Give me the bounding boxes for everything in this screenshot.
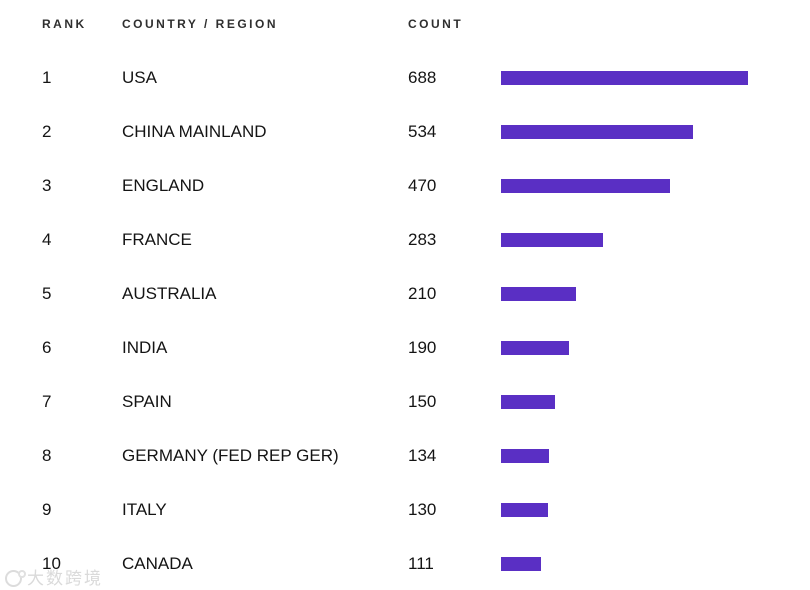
count-bar bbox=[501, 179, 670, 193]
count-value: 470 bbox=[408, 176, 437, 195]
table-row: 6 INDIA 190 bbox=[0, 321, 810, 375]
header-country-region: COUNTRY / REGION bbox=[122, 17, 279, 31]
bar-track bbox=[501, 179, 810, 193]
bar-track bbox=[501, 341, 810, 355]
count-value: 134 bbox=[408, 446, 437, 465]
rank-value: 8 bbox=[42, 446, 52, 465]
table-row: 7 SPAIN 150 bbox=[0, 375, 810, 429]
table-row: 4 FRANCE 283 bbox=[0, 213, 810, 267]
table-row: 1 USA 688 bbox=[0, 51, 810, 105]
country-name: SPAIN bbox=[122, 392, 172, 411]
table-row: 5 AUSTRALIA 210 bbox=[0, 267, 810, 321]
watermark-text: 大数跨境 bbox=[27, 569, 103, 588]
country-name: ITALY bbox=[122, 500, 167, 519]
bar-track bbox=[501, 449, 810, 463]
table-row: 3 ENGLAND 470 bbox=[0, 159, 810, 213]
rank-value: 3 bbox=[42, 176, 52, 195]
table-row: 9 ITALY 130 bbox=[0, 483, 810, 537]
rank-value: 6 bbox=[42, 338, 52, 357]
bar-track bbox=[501, 71, 810, 85]
count-value: 190 bbox=[408, 338, 437, 357]
bar-track bbox=[501, 233, 810, 247]
country-name: INDIA bbox=[122, 338, 168, 357]
table-body: 1 USA 688 2 CHINA MAINLAND 534 3 ENGLAND… bbox=[0, 51, 810, 590]
rank-value: 4 bbox=[42, 230, 52, 249]
rank-value: 5 bbox=[42, 284, 52, 303]
count-bar bbox=[501, 557, 541, 571]
table-header: RANK COUNTRY / REGION COUNT bbox=[0, 0, 810, 33]
country-name: GERMANY (FED REP GER) bbox=[122, 446, 339, 465]
header-rank: RANK bbox=[42, 17, 87, 31]
watermark: 大数跨境 bbox=[5, 570, 103, 587]
count-bar bbox=[501, 125, 693, 139]
bar-track bbox=[501, 503, 810, 517]
country-name: CHINA MAINLAND bbox=[122, 122, 267, 141]
country-name: USA bbox=[122, 68, 157, 87]
rank-value: 1 bbox=[42, 68, 52, 87]
table-row: 2 CHINA MAINLAND 534 bbox=[0, 105, 810, 159]
count-value: 111 bbox=[408, 554, 434, 573]
country-name: AUSTRALIA bbox=[122, 284, 217, 303]
table-row: 10 CANADA 111 bbox=[0, 537, 810, 590]
header-count: COUNT bbox=[408, 17, 464, 31]
count-bar bbox=[501, 503, 548, 517]
count-value: 210 bbox=[408, 284, 437, 303]
count-bar bbox=[501, 395, 555, 409]
count-value: 688 bbox=[408, 68, 437, 87]
count-bar bbox=[501, 449, 550, 463]
count-value: 150 bbox=[408, 392, 437, 411]
rank-value: 2 bbox=[42, 122, 52, 141]
count-bar bbox=[501, 71, 748, 85]
country-name: ENGLAND bbox=[122, 176, 205, 195]
watermark-logo-icon bbox=[5, 570, 26, 587]
count-value: 534 bbox=[408, 122, 437, 141]
bar-track bbox=[501, 557, 810, 571]
rank-value: 10 bbox=[42, 554, 61, 573]
rank-value: 7 bbox=[42, 392, 52, 411]
count-bar bbox=[501, 233, 603, 247]
count-value: 130 bbox=[408, 500, 437, 519]
rank-value: 9 bbox=[42, 500, 52, 519]
country-name: CANADA bbox=[122, 554, 193, 573]
bar-track bbox=[501, 287, 810, 301]
country-name: FRANCE bbox=[122, 230, 192, 249]
count-bar bbox=[501, 341, 570, 355]
count-value: 283 bbox=[408, 230, 437, 249]
count-bar bbox=[501, 287, 577, 301]
bar-track bbox=[501, 125, 810, 139]
table-row: 8 GERMANY (FED REP GER) 134 bbox=[0, 429, 810, 483]
bar-track bbox=[501, 395, 810, 409]
